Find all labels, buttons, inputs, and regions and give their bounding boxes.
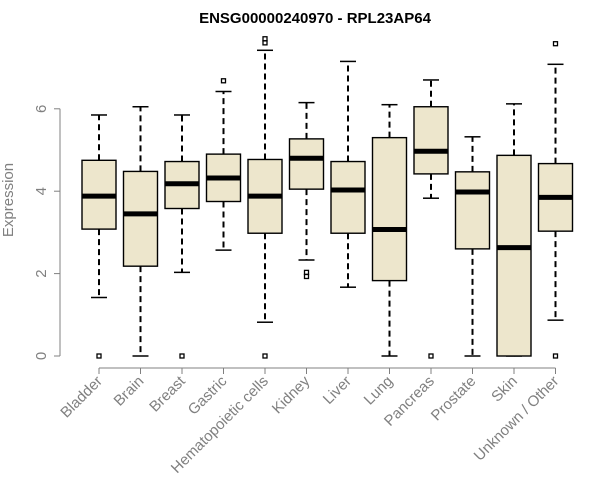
box-group: [122, 105, 159, 357]
outlier-point: [262, 40, 268, 46]
box-iqr: [122, 170, 159, 267]
box-iqr: [288, 138, 325, 190]
box-group: [205, 78, 242, 251]
y-tick-label: 0: [33, 352, 50, 360]
box-group: [81, 114, 117, 359]
x-tick-label: Lung: [361, 373, 397, 409]
box-iqr: [413, 106, 449, 175]
box-iqr: [454, 171, 491, 250]
y-axis-label: Expression: [0, 163, 17, 237]
outlier-point: [220, 78, 227, 84]
x-tick-label: Brain: [111, 373, 148, 410]
box-group: [537, 41, 574, 359]
outlier-point: [552, 41, 559, 47]
box-iqr: [371, 136, 408, 282]
outlier-point: [552, 353, 559, 359]
box-group: [288, 101, 325, 280]
box-group: [247, 36, 283, 359]
outlier-point: [96, 353, 102, 359]
box-group: [413, 79, 449, 359]
chart-title: ENSG00000240970 - RPL23AP64: [199, 10, 431, 27]
x-tick-label: Skin: [488, 373, 521, 406]
x-tick-label: Prostate: [428, 373, 480, 425]
outlier-point: [428, 353, 434, 359]
y-tick-label: 4: [33, 187, 50, 195]
x-tick-label: Kidney: [269, 372, 314, 417]
outlier-point: [179, 353, 185, 359]
box-group: [496, 103, 532, 357]
x-tick-label: Bladder: [57, 373, 106, 422]
y-tick-label: 6: [33, 105, 50, 113]
x-tick-label: Breast: [146, 372, 189, 415]
outlier-point: [303, 269, 310, 276]
plot-area: [81, 36, 574, 359]
y-tick-label: 2: [33, 269, 50, 277]
box-group: [330, 60, 366, 288]
outlier-point: [303, 273, 310, 280]
box-group: [454, 136, 491, 357]
box-group: [164, 114, 200, 359]
outlier-point: [262, 353, 268, 359]
box-group: [371, 103, 408, 357]
outlier-point: [262, 36, 268, 42]
box-iqr: [496, 154, 532, 357]
x-tick-label: Liver: [320, 373, 355, 408]
box-iqr: [330, 160, 366, 234]
